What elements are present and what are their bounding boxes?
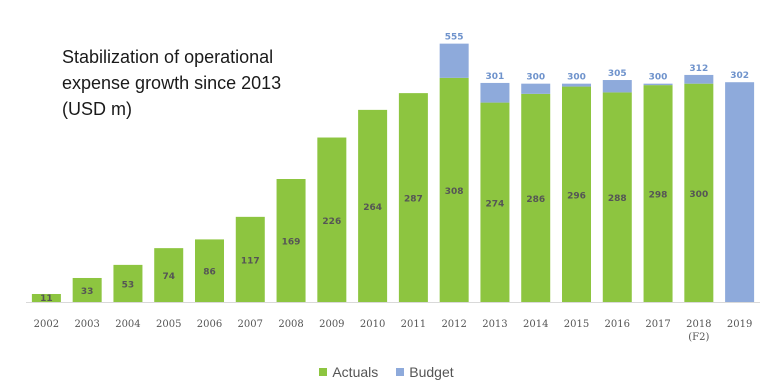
data-label-actuals-2011: 287 — [404, 195, 423, 205]
data-label-actuals-2017: 298 — [649, 191, 668, 201]
x-tick-label-2014: 2014 — [523, 319, 548, 330]
x-tick-label-2012: 2012 — [441, 319, 466, 330]
bar-budget-2014 — [521, 83, 551, 94]
legend-label-actuals: Actuals — [332, 364, 379, 380]
legend-item-budget: Budget — [396, 362, 454, 382]
x-tick-label-2018: 2018 — [686, 319, 711, 330]
bar-actuals-2017 — [643, 85, 673, 302]
bar-budget-2018 — [684, 74, 714, 84]
bar-budget-2013 — [480, 82, 510, 103]
bar-actuals-2009 — [317, 137, 347, 302]
total-label-2019: 302 — [730, 71, 749, 81]
bar-actuals-2010 — [358, 109, 388, 302]
total-label-2018: 312 — [689, 64, 708, 74]
x-tick-sublabel-2018: (F2) — [688, 332, 709, 343]
data-label-actuals-2009: 226 — [322, 217, 341, 227]
x-tick-label-2006: 2006 — [197, 319, 222, 330]
data-label-actuals-2006: 86 — [203, 268, 216, 278]
bar-budget-2017 — [643, 83, 673, 86]
x-tick-label-2017: 2017 — [645, 319, 670, 330]
x-tick-label-2011: 2011 — [401, 319, 426, 330]
x-tick-label-2015: 2015 — [564, 319, 589, 330]
total-label-2012: 555 — [445, 33, 464, 43]
data-label-actuals-2018: 300 — [689, 190, 708, 200]
x-tick-label-2016: 2016 — [605, 319, 630, 330]
data-label-actuals-2012: 308 — [445, 187, 464, 197]
x-tick-label-2019: 2019 — [727, 319, 752, 330]
bar-actuals-2002 — [31, 293, 61, 302]
bar-actuals-2018 — [684, 83, 714, 303]
legend-label-budget: Budget — [409, 364, 454, 380]
x-tick-label-2010: 2010 — [360, 319, 385, 330]
total-label-2017: 300 — [649, 73, 668, 83]
data-label-actuals-2014: 286 — [526, 195, 545, 205]
data-label-actuals-2003: 33 — [81, 287, 94, 297]
x-tick-label-2013: 2013 — [482, 319, 507, 330]
bar-actuals-2012 — [439, 77, 469, 302]
data-label-actuals-2013: 274 — [486, 199, 505, 209]
data-label-actuals-2016: 288 — [608, 194, 627, 204]
bar-actuals-2011 — [398, 93, 428, 302]
title-line-1: Stabilization of operational — [62, 47, 274, 67]
bars — [31, 43, 755, 303]
data-labels: 11 33 53 74 86 117 169 226 264 287 308 555 274 301 286… — [40, 33, 749, 304]
legend-swatch-budget — [396, 368, 405, 376]
data-label-actuals-2005: 74 — [162, 272, 175, 282]
legend-item-actuals: Actuals — [319, 362, 378, 382]
x-tick-label-2008: 2008 — [278, 319, 303, 330]
data-label-actuals-2002: 11 — [40, 294, 53, 304]
data-label-actuals-2004: 53 — [122, 280, 135, 290]
bar-actuals-2005 — [154, 248, 184, 302]
bar-budget-2012 — [439, 43, 469, 78]
bar-actuals-2014 — [521, 93, 551, 302]
data-label-actuals-2015: 296 — [567, 191, 586, 201]
bar-actuals-2016 — [602, 92, 632, 303]
total-label-2013: 301 — [486, 72, 505, 82]
bar-budget-2019 — [725, 82, 755, 302]
data-label-actuals-2007: 117 — [241, 256, 260, 266]
bar-actuals-2015 — [562, 86, 591, 302]
legend-swatch-actuals — [319, 368, 328, 376]
bar-actuals-2007 — [235, 216, 265, 302]
bar-actuals-2006 — [195, 239, 224, 302]
total-label-2014: 300 — [526, 73, 545, 83]
bar-actuals-2013 — [480, 102, 510, 302]
x-tick-label-2005: 2005 — [156, 319, 181, 330]
chart-title: Stabilization of operational expense gro… — [62, 44, 322, 122]
x-tick-labels: 2002 2003 2004 2005 2006 2007 2008 2009 2010 2011… — [34, 319, 753, 343]
bar-actuals-2008 — [276, 179, 306, 302]
x-tick-label-2004: 2004 — [115, 319, 140, 330]
total-label-2016: 305 — [608, 69, 627, 79]
legend: Actuals Budget — [0, 362, 773, 382]
bar-budget-2015 — [562, 83, 591, 87]
x-tick-label-2003: 2003 — [74, 319, 99, 330]
x-tick-label-2009: 2009 — [319, 319, 344, 330]
bar-actuals-2003 — [72, 277, 102, 302]
bar-actuals-2004 — [113, 264, 143, 302]
title-line-3: (USD m) — [62, 99, 132, 119]
x-tick-label-2007: 2007 — [238, 319, 263, 330]
title-line-2: expense growth since 2013 — [62, 73, 282, 93]
bar-budget-2016 — [602, 80, 632, 93]
total-label-2015: 300 — [567, 73, 586, 83]
x-tick-label-2002: 2002 — [34, 319, 59, 330]
data-label-actuals-2008: 169 — [282, 238, 301, 248]
data-label-actuals-2010: 264 — [363, 203, 382, 213]
